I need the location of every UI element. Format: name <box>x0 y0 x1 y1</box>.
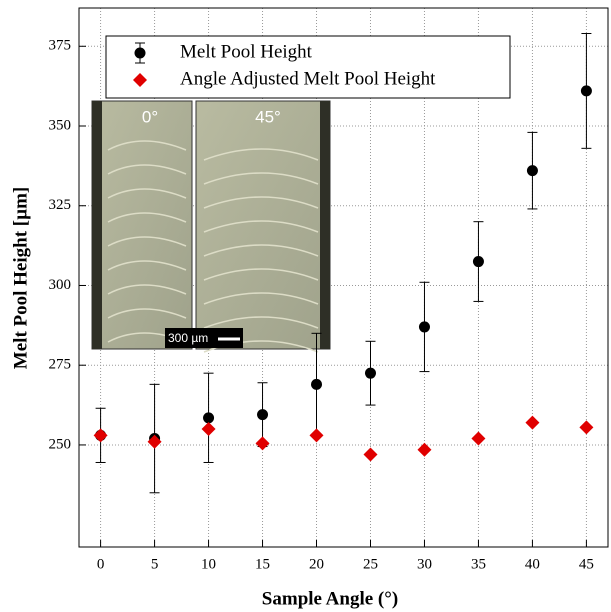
plot-frame <box>78 7 609 548</box>
legend: Melt Pool Height Angle Adjusted Melt Pool… <box>105 35 511 99</box>
inset-track <box>107 140 187 151</box>
circle-marker <box>580 85 592 97</box>
y-axis-label: Melt Pool Height [µm] <box>10 187 31 369</box>
inset-track <box>107 212 187 223</box>
x-tick-label: 0 <box>97 556 105 572</box>
y-tick-label: 300 <box>49 277 72 293</box>
y-tick-label: 350 <box>49 117 72 133</box>
circle-marker <box>418 321 430 333</box>
inset-border <box>92 101 102 349</box>
inset-track <box>203 268 319 281</box>
inset-panel <box>91 100 193 350</box>
inset-track <box>107 236 187 247</box>
inset-track <box>107 284 187 295</box>
scale-bar-label: 300 µm <box>168 331 208 345</box>
inset-label: 0° <box>142 107 158 126</box>
x-tick-label: 20 <box>309 556 324 572</box>
circle-marker <box>364 367 376 379</box>
inset-track <box>203 244 319 257</box>
inset-track <box>203 292 319 305</box>
x-tick-label: 15 <box>255 556 270 572</box>
inset-track <box>203 172 319 185</box>
inset-label: 45° <box>255 107 281 126</box>
inset-panel <box>195 100 331 350</box>
diamond-marker <box>525 415 540 430</box>
circle-marker <box>257 409 269 421</box>
y-tick-label: 275 <box>49 357 72 373</box>
diamond-marker <box>93 428 108 443</box>
diamond-marker <box>579 420 594 435</box>
scale-bar-bg <box>165 328 243 348</box>
diamond-marker <box>309 428 324 443</box>
x-tick-label: 30 <box>417 556 432 572</box>
x-tick-label: 10 <box>201 556 216 572</box>
legend-box <box>105 35 511 99</box>
inset-track <box>203 220 319 233</box>
diamond-marker <box>201 421 216 436</box>
circle-marker <box>203 412 215 424</box>
diamond-marker <box>417 442 432 457</box>
inset-track <box>107 188 187 199</box>
inset-track <box>107 260 187 271</box>
inset-border <box>320 101 330 349</box>
y-tick-label: 325 <box>49 197 72 213</box>
inset-track <box>107 308 187 319</box>
diamond-marker <box>471 431 486 446</box>
diamond-marker <box>363 447 378 462</box>
legend-label: Melt Pool Height <box>180 41 313 62</box>
inset-track <box>107 164 187 175</box>
diamond-marker <box>255 436 270 451</box>
x-axis-label: Sample Angle (°) <box>262 588 398 609</box>
circle-marker <box>472 256 484 268</box>
x-tick-label: 35 <box>471 556 486 572</box>
y-tick-label: 375 <box>49 38 72 54</box>
circle-marker <box>134 47 146 59</box>
inset-track <box>203 316 319 329</box>
diamond-marker <box>147 434 162 449</box>
y-tick-label: 250 <box>49 436 72 452</box>
inset-track <box>203 196 319 209</box>
inset-track <box>203 148 319 161</box>
x-tick-label: 5 <box>151 556 159 572</box>
x-tick-label: 45 <box>579 556 594 572</box>
x-tick-label: 40 <box>525 556 540 572</box>
circle-marker <box>526 165 538 177</box>
legend-label: Angle Adjusted Melt Pool Height <box>180 68 436 89</box>
x-tick-label: 25 <box>363 556 378 572</box>
inset-image: 0° 45° 300 µm <box>91 100 331 353</box>
circle-marker <box>311 378 323 390</box>
diamond-marker <box>133 73 147 87</box>
